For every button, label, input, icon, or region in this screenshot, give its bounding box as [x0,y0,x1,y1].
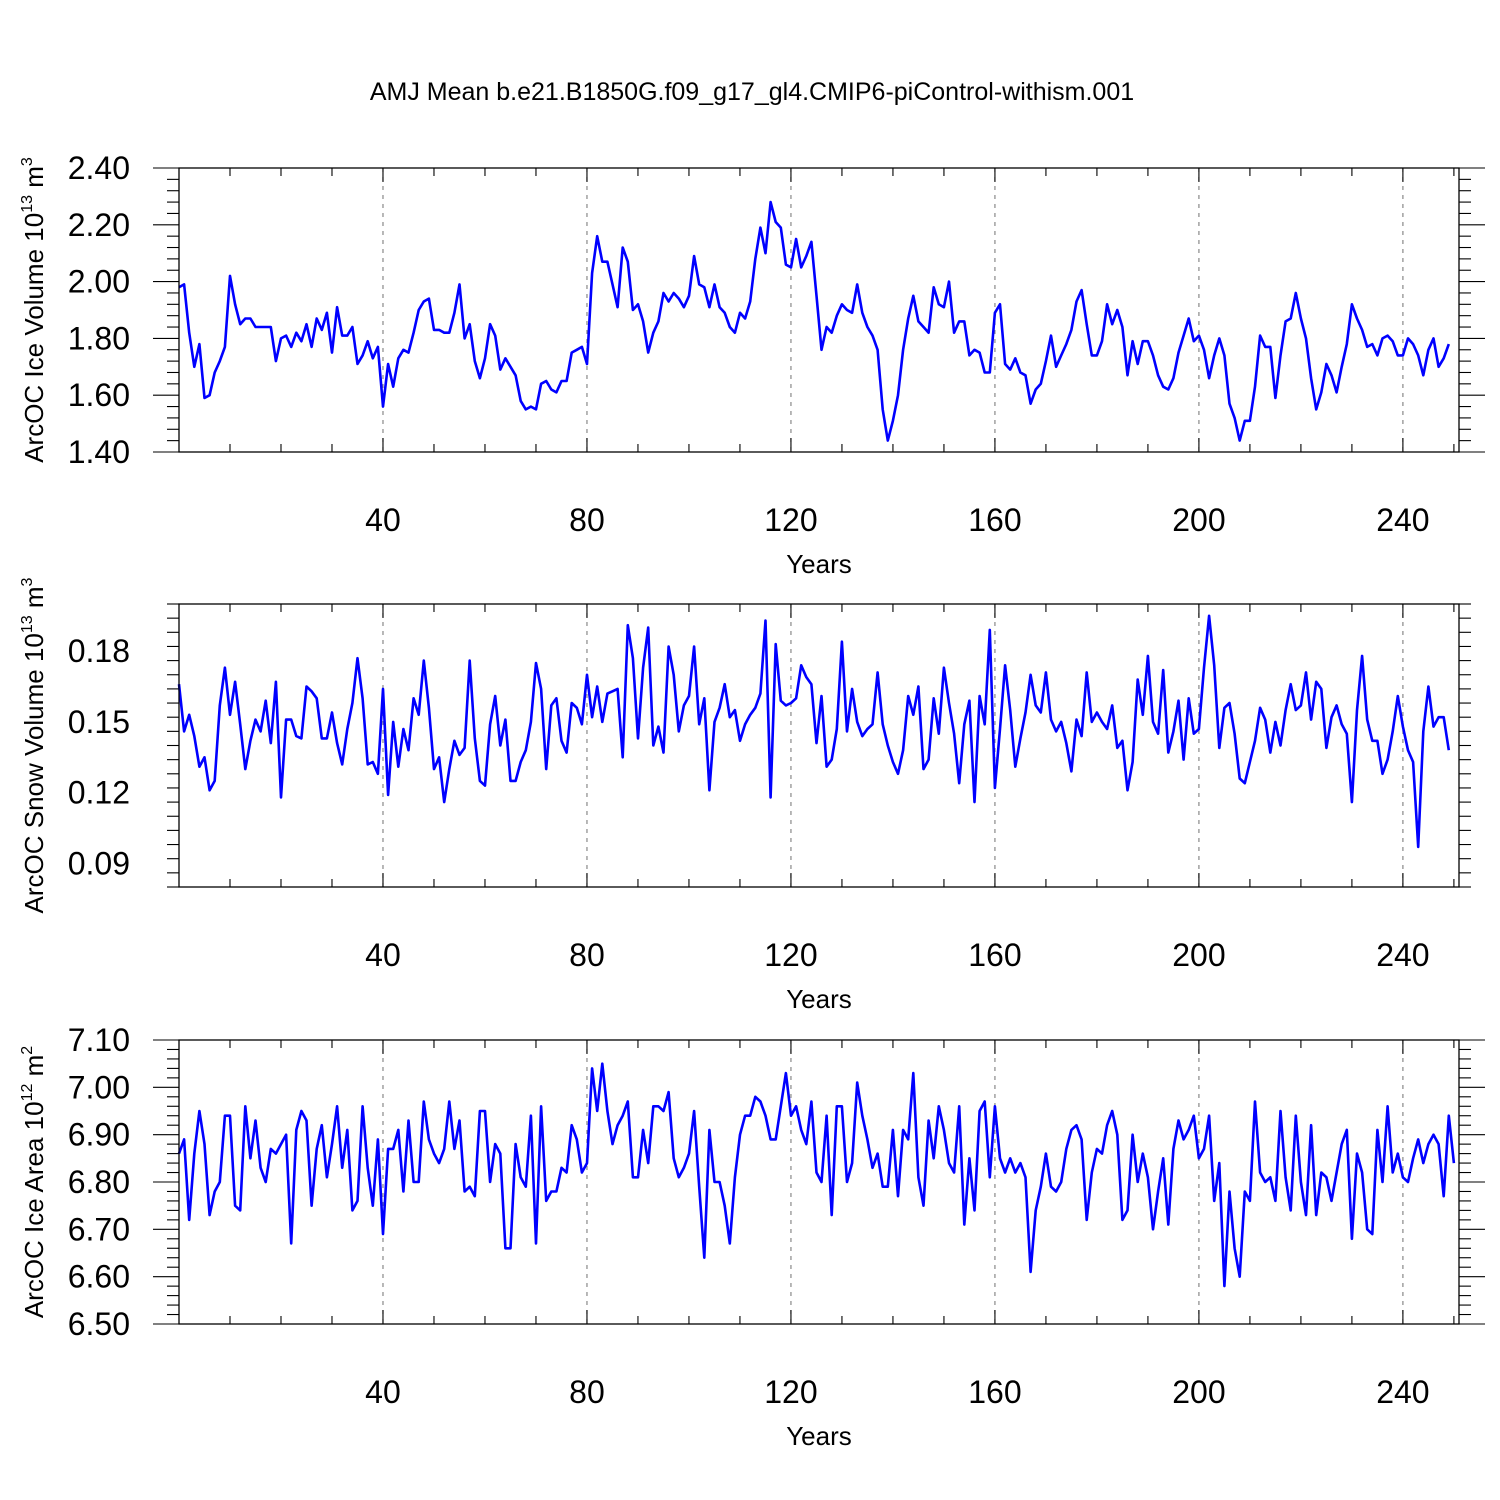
y-axis-label-text: ArcOC Ice Volume 10 [19,213,49,463]
x-tick-label: 120 [764,1374,817,1410]
y-tick-label: 0.18 [68,633,130,669]
y-tick-label: 1.80 [68,320,130,356]
x-tick-label: 120 [764,502,817,538]
x-tick-label: 80 [569,937,605,973]
x-tick-label: 240 [1376,937,1429,973]
y-tick-label: 7.10 [68,1022,130,1058]
y-axis-label-unit: m [19,1055,49,1084]
x-tick-label: 40 [365,1374,401,1410]
x-axis-label: Years [786,984,852,1014]
figure-title: AMJ Mean b.e21.B1850G.f09_g17_gl4.CMIP6-… [370,78,1134,106]
x-tick-label: 40 [365,937,401,973]
x-tick-label: 80 [569,502,605,538]
y-axis-label-unit-exponent: 3 [19,157,36,166]
y-tick-label: 0.15 [68,704,130,740]
y-axis-label-unit-exponent: 3 [19,577,36,586]
y-tick-label: 6.90 [68,1117,130,1153]
y-axis-label-exponent: 12 [19,1084,36,1102]
x-tick-label: 40 [365,502,401,538]
y-tick-label: 0.12 [68,775,130,811]
series-line [177,1062,1456,1288]
y-axis-label-text: ArcOC Snow Volume 10 [19,633,49,913]
x-axis-label: Years [786,1421,852,1451]
y-tick-label: 6.60 [68,1259,130,1295]
y-axis-label-exponent: 13 [19,195,36,213]
series-line [178,200,1451,442]
x-tick-label: 200 [1172,502,1225,538]
y-axis-label-unit: m [19,166,49,195]
y-axis-label: ArcOC Snow Volume 1013 m3 [19,577,49,913]
x-tick-label: 80 [569,1374,605,1410]
x-tick-label: 200 [1172,937,1225,973]
panel-2: 40 80 120 160 200 240 0.09 0.12 0.15 0.18 Years Arc… [19,577,1471,1014]
y-tick-label: 1.60 [68,377,130,413]
x-tick-label: 240 [1376,1374,1429,1410]
panel-3: 40 80 120 160 200 240 6.50 6.60 6.70 6.80 6.90 7.00… [19,1022,1485,1451]
y-tick-label: 6.80 [68,1164,130,1200]
y-axis-label: ArcOC Ice Area 1012 m2 [19,1046,49,1318]
y-axis-label-text: ArcOC Ice Area 10 [19,1101,49,1318]
x-tick-label: 200 [1172,1374,1225,1410]
x-tick-label: 160 [968,937,1021,973]
y-axis-label-exponent: 13 [19,615,36,633]
y-tick-label: 2.20 [68,207,130,243]
y-tick-label: 1.40 [68,434,130,470]
x-tick-label: 120 [764,937,817,973]
x-tick-label: 240 [1376,502,1429,538]
x-axis-label: Years [786,549,852,579]
series-line [177,614,1451,849]
plot-frame [178,1039,1460,1325]
panels: 40 80 120 160 200 2401.401.601.802.002.202.40… [19,150,1485,1451]
y-tick-label: 7.00 [68,1069,130,1105]
panel-1: 40 80 120 160 200 240 1.40 1.60 1.80 2.00 2.20 2.40… [19,150,1485,579]
x-tick-label: 160 [968,502,1021,538]
y-tick-label: 6.70 [68,1211,130,1247]
y-axis-label-unit-exponent: 2 [19,1046,36,1055]
y-axis-label: ArcOC Ice Volume 1013 m3 [19,157,49,463]
y-tick-label: 2.00 [68,264,130,300]
y-tick-label: 0.09 [68,845,130,881]
plot-frame [178,603,1460,888]
y-tick-label: 2.40 [68,150,130,186]
y-tick-label: 6.50 [68,1306,130,1342]
y-axis-label-unit: m [19,586,49,615]
x-tick-label: 160 [968,1374,1021,1410]
plot-frame [178,167,1460,453]
